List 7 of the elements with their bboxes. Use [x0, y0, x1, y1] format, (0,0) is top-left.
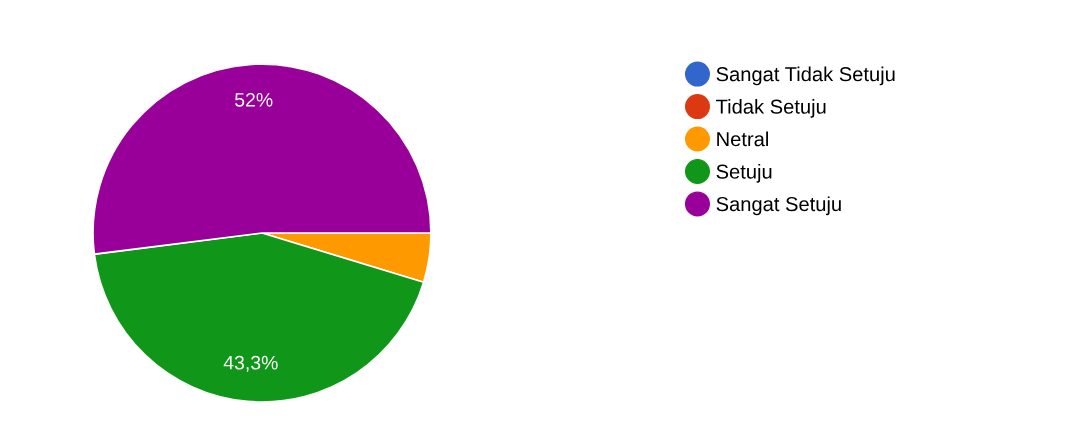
data-label: 43,3%: [223, 355, 278, 372]
data-label: 52%: [235, 92, 273, 107]
legend-label: Sangat Setuju: [716, 196, 841, 216]
legend-label: Sangat Tidak Setuju: [716, 66, 895, 86]
legend-label: Tidak Setuju: [716, 98, 826, 118]
legend-label: Setuju: [716, 163, 772, 183]
legend-label: Netral: [717, 131, 768, 147]
